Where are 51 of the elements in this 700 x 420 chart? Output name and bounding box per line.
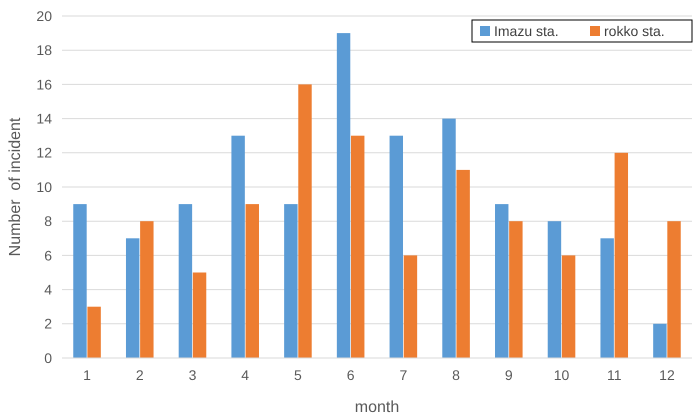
bar xyxy=(178,204,192,358)
bar xyxy=(495,204,508,358)
bar xyxy=(653,324,667,358)
bar xyxy=(614,152,628,358)
y-tick-label: 14 xyxy=(36,110,52,126)
x-tick-label: 9 xyxy=(504,367,513,383)
y-tick-label: 12 xyxy=(36,144,52,161)
bar xyxy=(284,204,298,358)
bar xyxy=(509,221,523,358)
bar xyxy=(246,204,259,358)
x-tick-label: 6 xyxy=(346,367,355,383)
legend-label: Imazu sta. xyxy=(494,22,559,39)
x-tick-label: 11 xyxy=(606,367,622,383)
y-tick-label: 18 xyxy=(36,42,52,58)
bar xyxy=(350,136,364,358)
x-tick-label: 2 xyxy=(136,367,144,383)
bar xyxy=(140,221,154,358)
bar xyxy=(87,306,101,358)
bar xyxy=(298,84,312,358)
x-tick-label: 12 xyxy=(659,367,675,383)
bar xyxy=(548,221,562,358)
x-tick-label: 5 xyxy=(294,367,302,383)
bar xyxy=(126,238,140,358)
x-axis-title: month xyxy=(354,399,400,416)
bar xyxy=(667,221,681,358)
bar xyxy=(600,238,614,358)
x-tick-label: 7 xyxy=(399,367,408,383)
bar xyxy=(192,272,206,358)
bar xyxy=(404,255,418,358)
bar xyxy=(73,204,87,358)
y-tick-label: 0 xyxy=(44,350,52,366)
y-tick-label: 10 xyxy=(36,178,52,195)
bar xyxy=(442,118,456,358)
bar xyxy=(336,33,350,358)
bar xyxy=(231,136,245,358)
y-tick-label: 6 xyxy=(44,247,52,264)
bar xyxy=(456,170,470,358)
bar xyxy=(390,136,404,358)
y-tick-label: 4 xyxy=(44,282,52,298)
x-tick-label: 1 xyxy=(83,367,92,383)
y-tick-label: 20 xyxy=(36,8,52,24)
x-tick-label: 10 xyxy=(554,367,570,383)
legend-label: rokko sta. xyxy=(604,22,665,39)
x-tick-label: 4 xyxy=(241,367,250,383)
y-tick-label: 8 xyxy=(44,213,52,230)
y-tick-label: 2 xyxy=(44,316,52,332)
y-axis-title: Number of incident xyxy=(7,117,24,256)
y-tick-label: 16 xyxy=(36,76,52,92)
x-tick-label: 3 xyxy=(188,367,197,383)
x-tick-label: 8 xyxy=(452,367,460,383)
bar xyxy=(562,255,576,358)
